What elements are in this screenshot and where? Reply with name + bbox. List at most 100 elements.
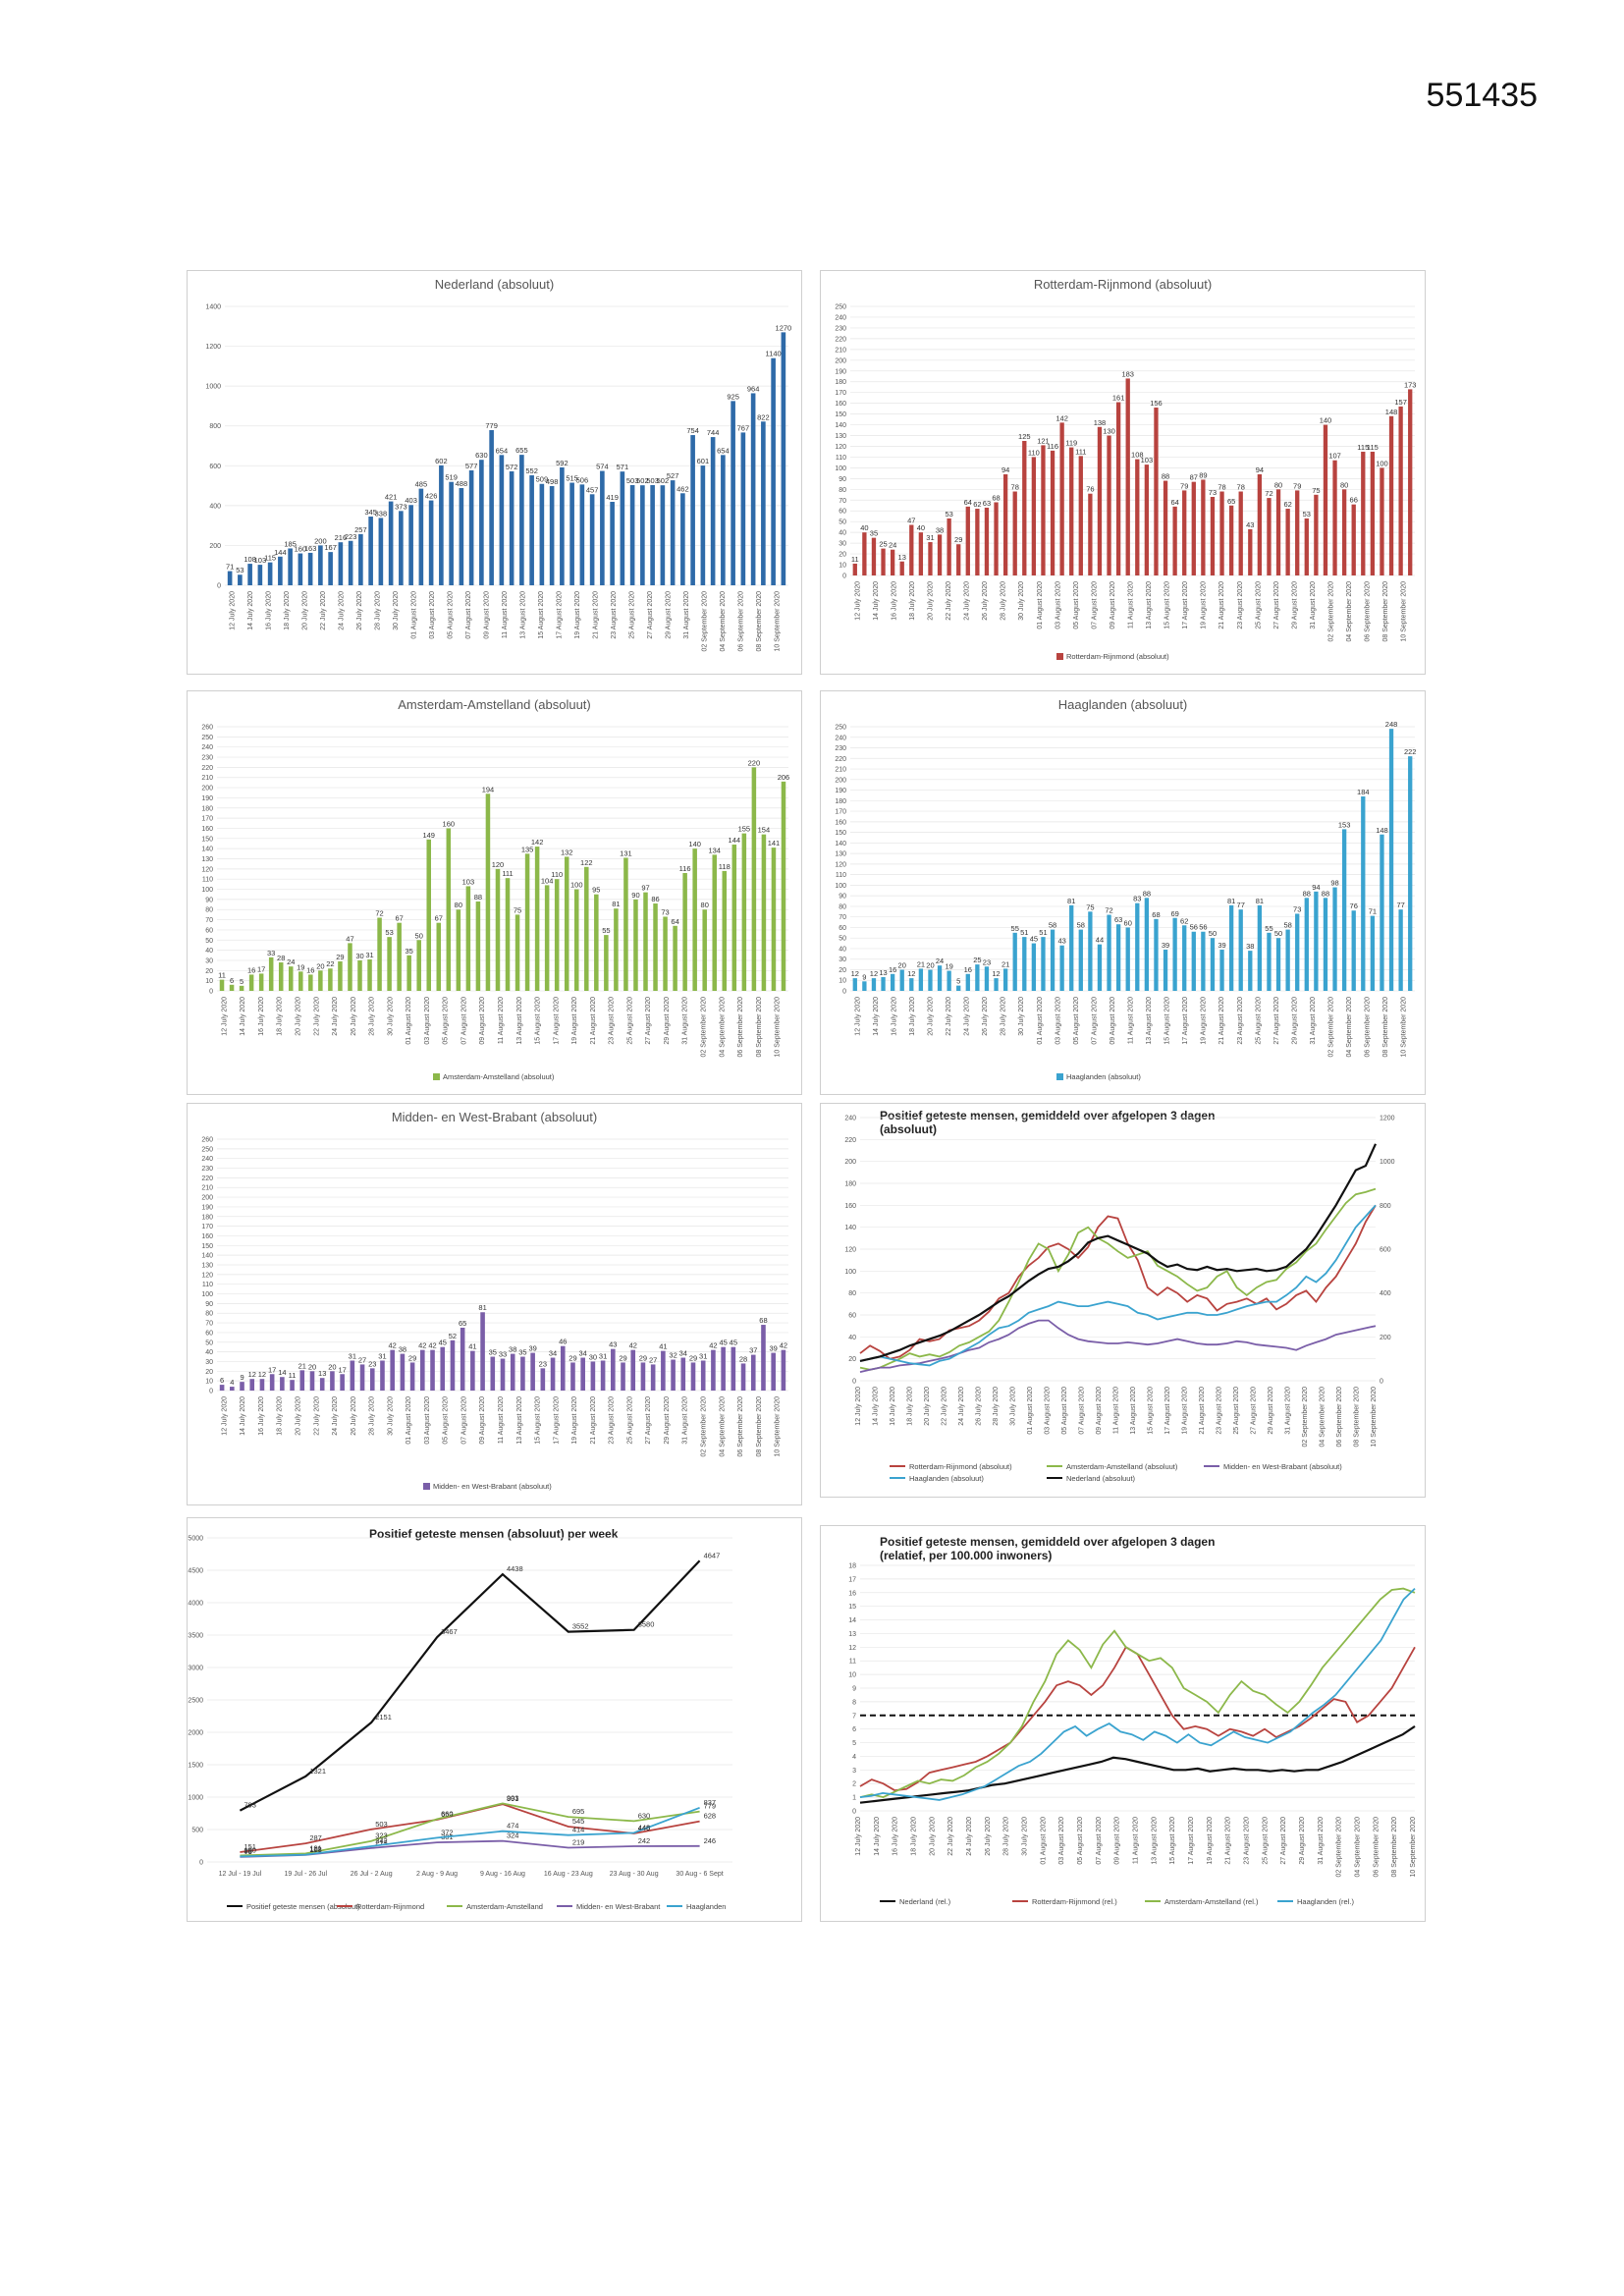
bar (510, 1353, 515, 1391)
bar-data-label: 71 (1369, 907, 1377, 916)
x-tick-label: 20 July 2020 (295, 997, 301, 1036)
bar (1248, 528, 1253, 575)
bar (1285, 929, 1290, 991)
bar (219, 979, 225, 991)
bar (1135, 459, 1140, 575)
bar (975, 509, 980, 575)
bar-data-label: 80 (455, 901, 462, 909)
data-label: 414 (572, 1826, 585, 1834)
bar (569, 482, 574, 585)
data-label: 151 (244, 1842, 256, 1851)
bar-data-label: 111 (1075, 447, 1086, 456)
bar-data-label: 28 (277, 954, 285, 962)
data-label: 652 (441, 1810, 454, 1819)
bar-data-label: 56 (1199, 923, 1207, 932)
bar (1115, 924, 1121, 991)
bar (1069, 447, 1074, 575)
bar-data-label: 31 (349, 1351, 356, 1360)
y-right-tick-label: 800 (1380, 1203, 1391, 1210)
x-tick-label: 08 September 2020 (756, 997, 763, 1058)
bar-data-label: 12 (851, 969, 859, 978)
bar-data-label: 509 (536, 475, 549, 484)
x-tick-label: 22 July 2020 (320, 591, 327, 630)
bar-data-label: 185 (284, 539, 297, 548)
bar-data-label: 184 (1357, 788, 1370, 796)
bar-data-label: 156 (1150, 399, 1163, 408)
x-tick-label: 06 September 2020 (737, 1396, 744, 1457)
bar-data-label: 403 (405, 496, 417, 505)
x-tick-label: 01 August 2020 (1037, 581, 1044, 629)
chart-title: Rotterdam-Rijnmond (absoluut) (1034, 277, 1212, 292)
bar-data-label: 173 (1404, 380, 1417, 389)
legend-swatch (423, 1483, 430, 1490)
x-tick-label: 26 July 2020 (356, 591, 363, 630)
bar (368, 517, 373, 585)
bar (890, 549, 895, 575)
bar-data-label: 154 (758, 826, 771, 835)
bar (318, 970, 323, 991)
line-chart-avg-absolute: Positief geteste mensen, gemiddeld over … (844, 1109, 1395, 1483)
bar-data-label: 12 (907, 969, 915, 978)
bar (399, 511, 404, 585)
x-tick-label: 17 August 2020 (553, 997, 560, 1045)
bar (1163, 950, 1168, 991)
x-tick-label: 07 August 2020 (460, 997, 467, 1045)
x-tick-label: 18 July 2020 (909, 581, 916, 621)
bar (485, 793, 491, 991)
bar-data-label: 108 (1131, 451, 1144, 460)
bar (378, 518, 384, 585)
y-tick-label: 180 (835, 798, 846, 805)
bar (358, 533, 363, 585)
y-tick-label: 70 (839, 498, 846, 505)
bar (584, 866, 589, 991)
bar-data-label: 53 (945, 510, 952, 519)
bar-data-label: 100 (570, 881, 583, 890)
legend-label: Amsterdam-Amstelland (absoluut) (1066, 1462, 1178, 1471)
bar (965, 506, 970, 575)
bar-data-label: 64 (964, 498, 972, 507)
x-tick-label: 19 August 2020 (571, 1396, 578, 1445)
bar (1191, 481, 1196, 575)
bar (1228, 505, 1234, 575)
y-tick-label: 200 (835, 777, 846, 784)
bar-data-label: 46 (559, 1338, 567, 1346)
data-label: 242 (375, 1836, 388, 1845)
bar (1370, 451, 1376, 575)
bar (500, 1358, 506, 1391)
bar-data-label: 94 (1256, 465, 1264, 474)
x-tick-label: 23 August 2020 (609, 1396, 616, 1445)
y-tick-label: 230 (835, 325, 846, 332)
x-tick-label: 18 July 2020 (277, 1396, 284, 1436)
bar (514, 914, 520, 991)
bar-data-label: 56 (1190, 923, 1198, 932)
bar-data-label: 135 (521, 845, 534, 853)
bar-data-label: 81 (478, 1303, 486, 1312)
x-tick-label: 26 July 2020 (985, 1817, 992, 1856)
bar (247, 564, 252, 585)
bar-data-label: 31 (926, 533, 934, 542)
bar-data-label: 55 (1011, 924, 1019, 933)
bar (630, 1349, 636, 1391)
bar (387, 937, 392, 991)
bar (881, 548, 886, 575)
bar-data-label: 144 (274, 548, 287, 557)
bar (418, 488, 424, 585)
bar (1323, 898, 1328, 991)
x-tick-label: 29 August 2020 (1268, 1387, 1274, 1435)
x-tick-label: 12 Jul - 19 Jul (219, 1871, 262, 1878)
bar (269, 1374, 275, 1391)
y-tick-label: 120 (201, 866, 213, 873)
bar (505, 878, 511, 991)
bar-data-label: 50 (1209, 929, 1217, 938)
y-tick-label: 200 (844, 1159, 856, 1166)
y-tick-label: 80 (205, 1311, 213, 1318)
data-label: 4438 (507, 1564, 523, 1573)
y-right-tick-label: 1000 (1380, 1159, 1395, 1166)
x-tick-label: 19 August 2020 (1207, 1817, 1214, 1865)
bar-data-label: 27 (358, 1355, 366, 1364)
data-label: 287 (309, 1833, 322, 1842)
bar (1012, 932, 1017, 991)
bar-data-label: 29 (954, 535, 962, 544)
bar-data-label: 78 (1218, 483, 1225, 492)
bar (450, 1339, 456, 1391)
